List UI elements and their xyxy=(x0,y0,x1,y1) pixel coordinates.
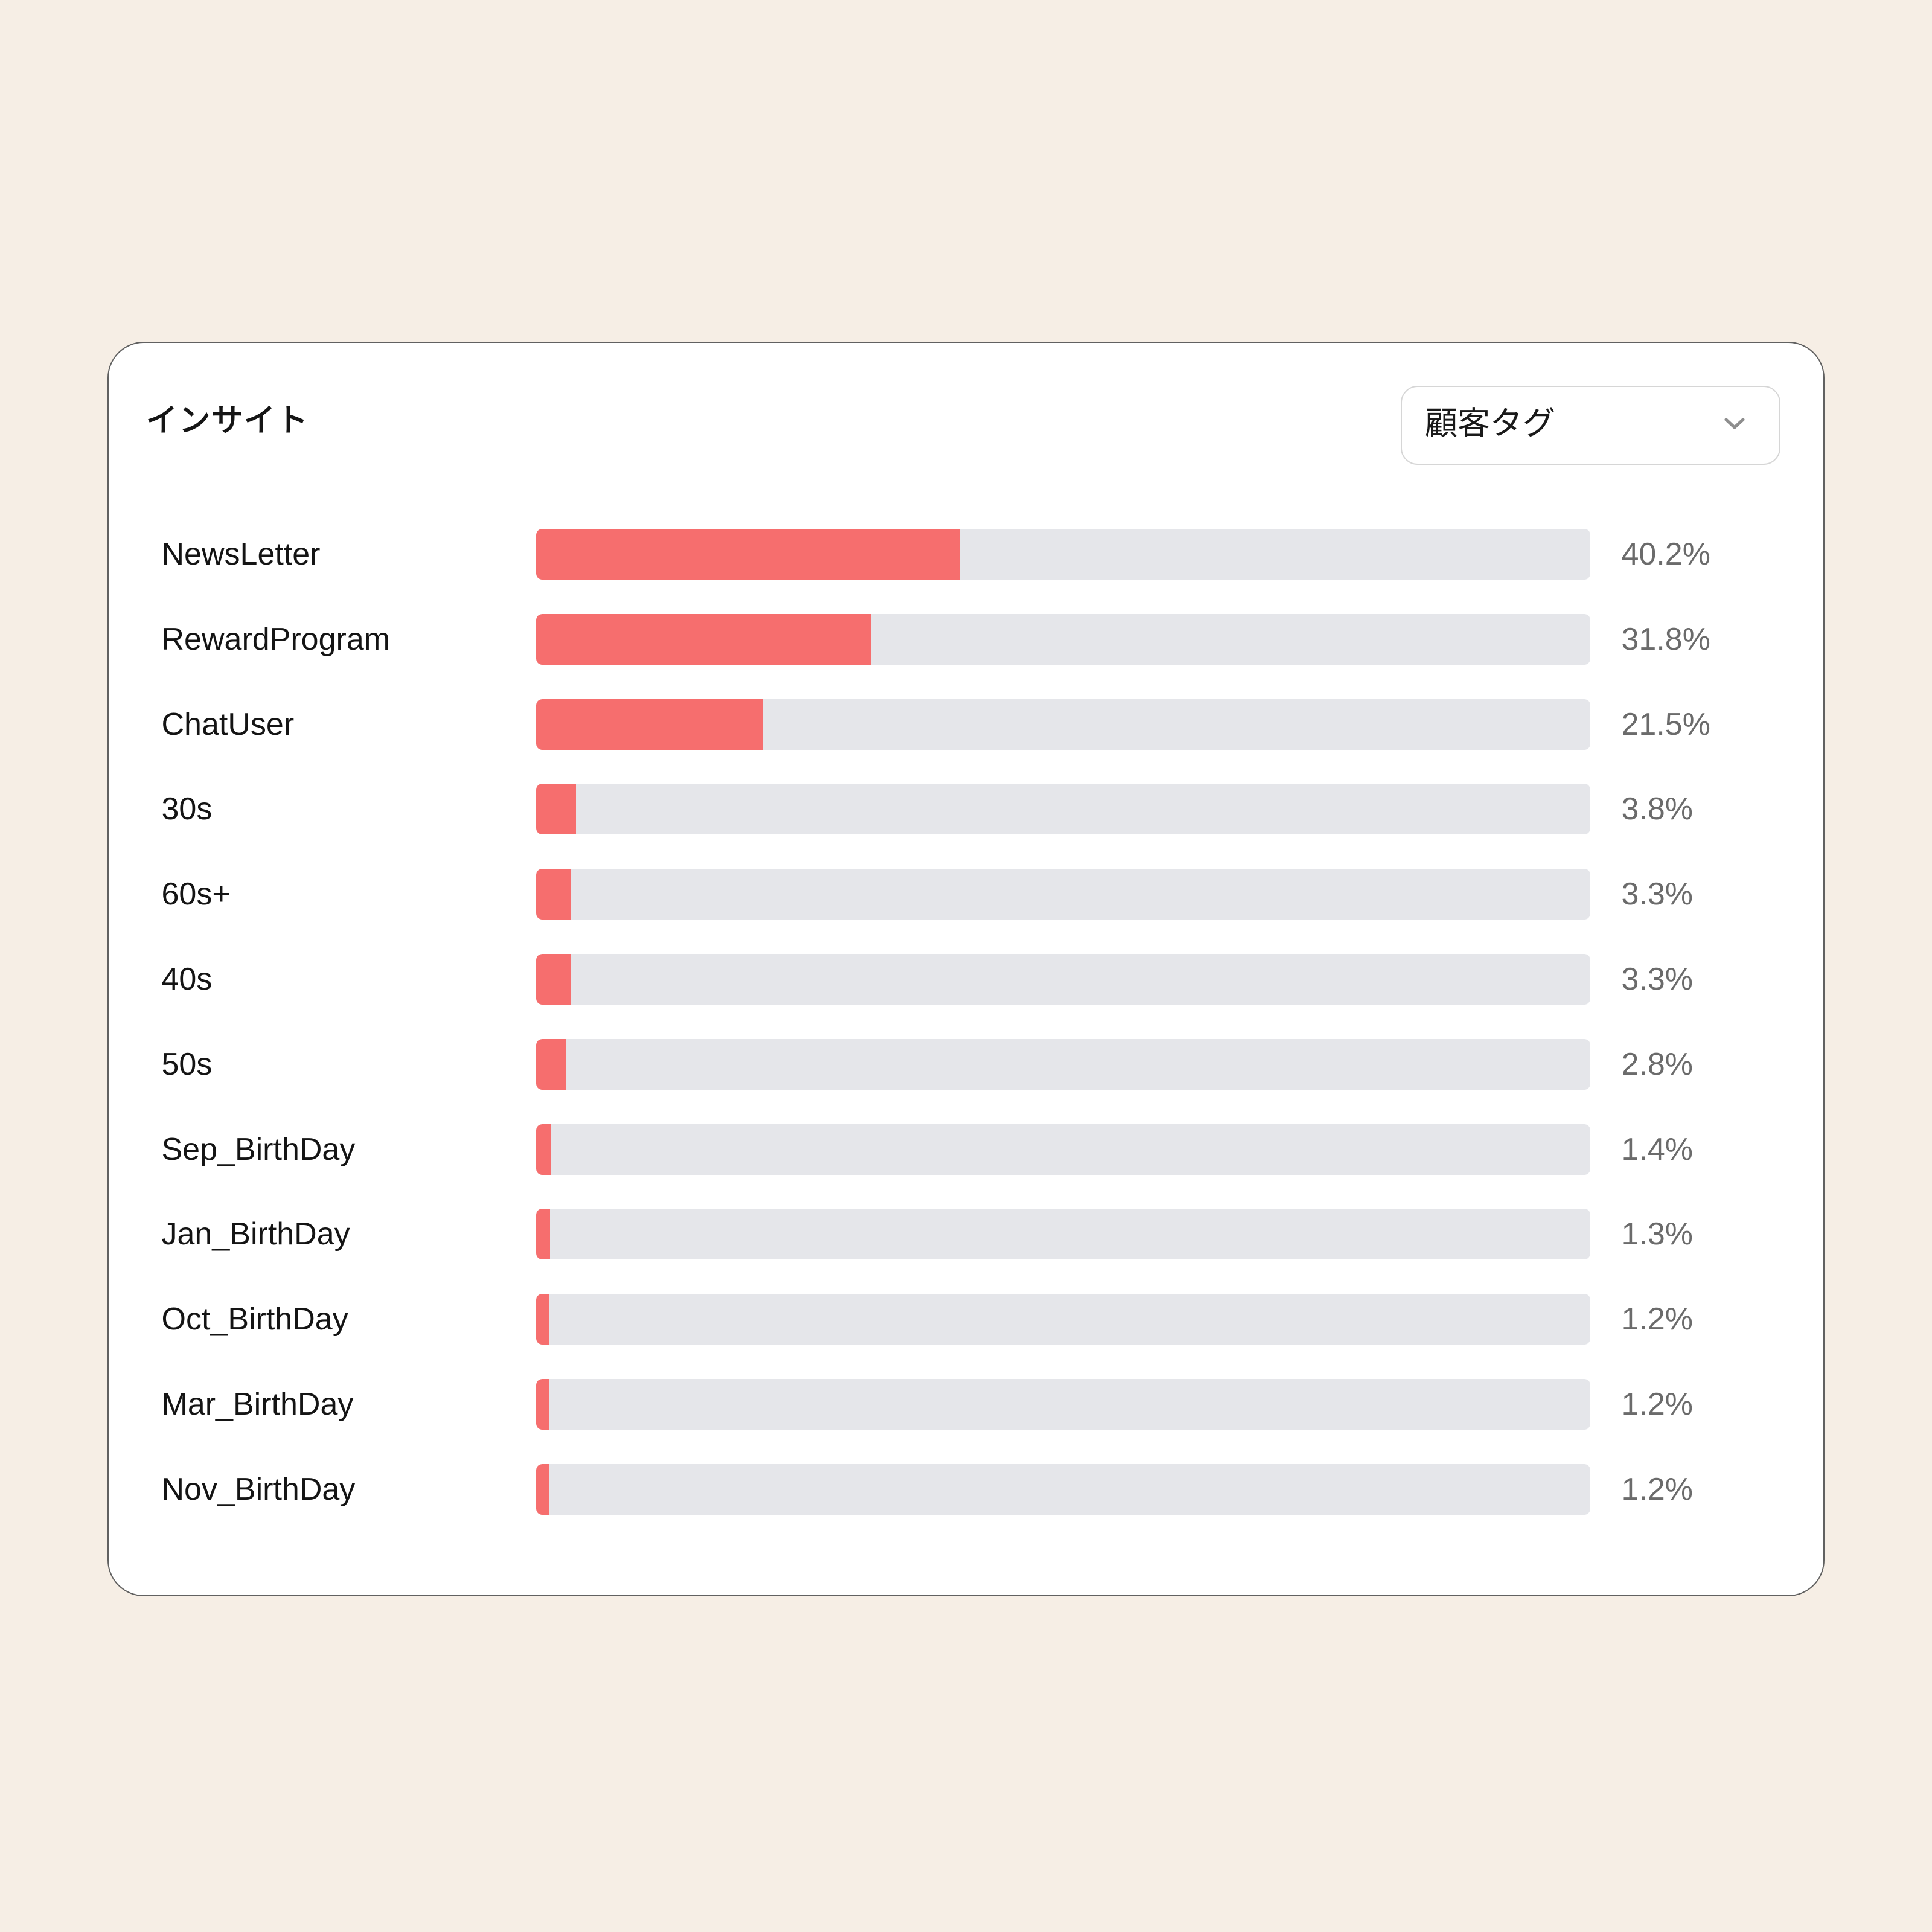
bar-row-fill xyxy=(536,953,571,1005)
bar-row-fill xyxy=(536,1294,549,1345)
bar-row-track xyxy=(536,528,1590,580)
bar-row: Jan_BirthDay 1.3% xyxy=(109,1192,1823,1277)
bar-row-track xyxy=(536,1209,1590,1260)
bar-row: Nov_BirthDay 1.2% xyxy=(109,1447,1823,1532)
bar-row-value: 40.2% xyxy=(1621,536,1710,572)
bar-row-value: 3.3% xyxy=(1621,961,1694,997)
bar-row-track xyxy=(536,1463,1590,1515)
page-title-glyphs xyxy=(147,405,304,433)
bar-row: 40s 3.3% xyxy=(109,937,1823,1022)
bar-row-fill xyxy=(536,1463,549,1515)
bar-row-label: NewsLetter xyxy=(161,536,321,572)
bar-row-fill xyxy=(536,1124,551,1175)
bar-row-label: 30s xyxy=(161,792,213,827)
chevron-down-icon xyxy=(1724,418,1745,429)
bar-row-fill xyxy=(536,1209,550,1260)
bar-chart: NewsLetter 40.2% RewardProgram 31.8% Cha… xyxy=(109,512,1823,1532)
bar-row-label: Nov_BirthDay xyxy=(161,1471,356,1507)
bar-row-fill xyxy=(536,699,763,750)
bar-row-label: Mar_BirthDay xyxy=(161,1386,354,1422)
segment-select-dropdown[interactable]: 顧客タグ xyxy=(1401,386,1780,465)
bar-row-track xyxy=(536,869,1590,920)
bar-row-value: 1.2% xyxy=(1621,1471,1694,1507)
bar-row-track xyxy=(536,1294,1590,1345)
dropdown-value xyxy=(1425,407,1554,437)
bar-row-fill xyxy=(536,1378,549,1430)
bar-row: RewardProgram 31.8% xyxy=(109,597,1823,682)
bar-row-fill xyxy=(536,1038,566,1090)
dropdown-value-text: 顧客タグ xyxy=(1402,387,1403,388)
bar-row-value: 21.5% xyxy=(1621,706,1710,742)
bar-row-track xyxy=(536,1378,1590,1430)
bar-row: Oct_BirthDay 1.2% xyxy=(109,1277,1823,1362)
bar-row-label: RewardProgram xyxy=(161,621,391,657)
bar-row-fill xyxy=(536,869,571,920)
bar-row-track xyxy=(536,613,1590,665)
bar-row: 50s 2.8% xyxy=(109,1022,1823,1107)
bar-row: ChatUser 21.5% xyxy=(109,682,1823,767)
bar-row-label: 50s xyxy=(161,1046,213,1082)
bar-row-track xyxy=(536,953,1590,1005)
bar-row-value: 1.2% xyxy=(1621,1302,1694,1337)
bar-row-value: 31.8% xyxy=(1621,621,1710,657)
bar-row-label: Sep_BirthDay xyxy=(161,1131,356,1167)
dropdown-value-glyphs xyxy=(1425,407,1554,437)
bar-row-label: ChatUser xyxy=(161,706,295,742)
bar-row-label: 60s+ xyxy=(161,877,231,912)
bar-row: 30s 3.8% xyxy=(109,767,1823,852)
bar-row-value: 1.3% xyxy=(1621,1217,1694,1252)
bar-row-fill xyxy=(536,784,577,835)
bar-row-value: 3.3% xyxy=(1621,877,1694,912)
bar-row-value: 1.2% xyxy=(1621,1386,1694,1422)
bar-row-value: 3.8% xyxy=(1621,792,1694,827)
bar-row-label: Oct_BirthDay xyxy=(161,1302,348,1337)
bar-row: NewsLetter 40.2% xyxy=(109,512,1823,597)
insight-card: インサイト 顧客タグ NewsLetter 40.2% RewardProgra… xyxy=(107,342,1825,1596)
bar-row-track xyxy=(536,1124,1590,1175)
bar-row-value: 2.8% xyxy=(1621,1046,1694,1082)
bar-row: Sep_BirthDay 1.4% xyxy=(109,1107,1823,1192)
bar-row-value: 1.4% xyxy=(1621,1131,1694,1167)
bar-row-fill xyxy=(536,613,872,665)
bar-row-label: 40s xyxy=(161,961,213,997)
bar-row: 60s+ 3.3% xyxy=(109,852,1823,937)
bar-row-track xyxy=(536,1038,1590,1090)
page-title xyxy=(147,405,304,433)
bar-row-fill xyxy=(536,528,960,580)
bar-row-label: Jan_BirthDay xyxy=(161,1217,350,1252)
bar-row-track xyxy=(536,784,1590,835)
bar-row: Mar_BirthDay 1.2% xyxy=(109,1362,1823,1447)
bar-row-track xyxy=(536,699,1590,750)
